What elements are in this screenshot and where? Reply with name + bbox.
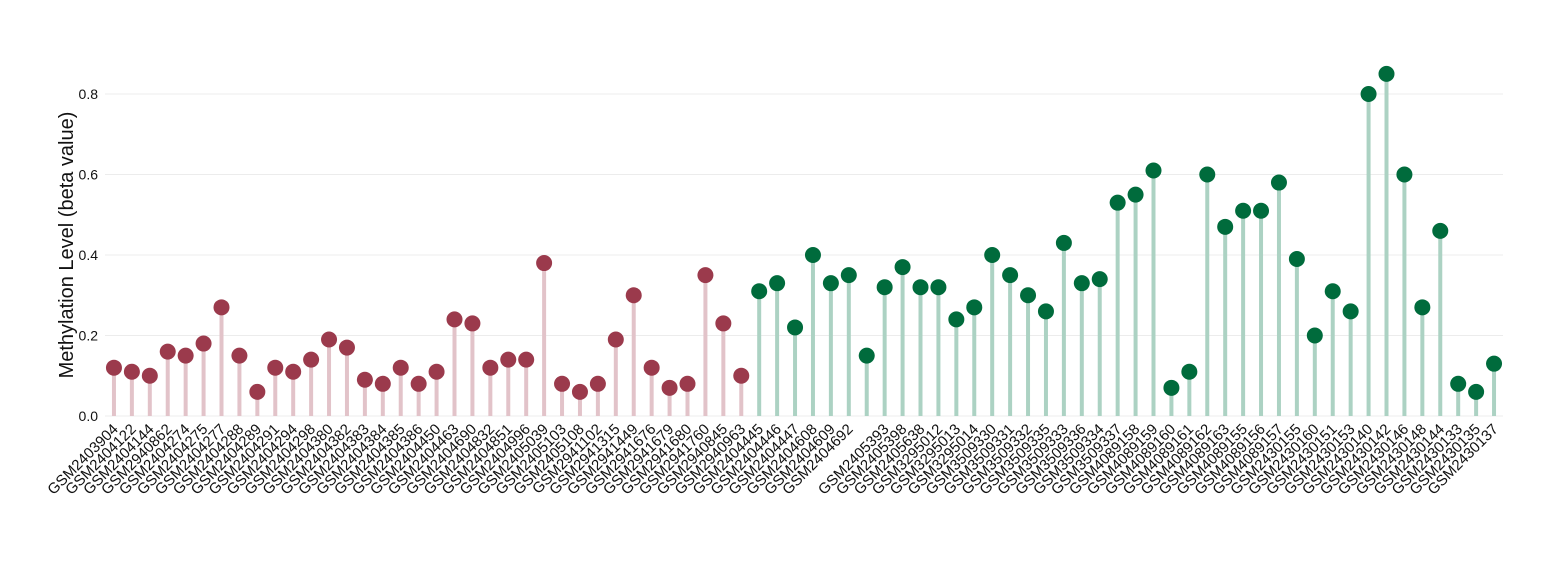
dot — [822, 275, 839, 292]
y-tick-label: 0.8 — [79, 86, 99, 102]
dot — [500, 351, 517, 368]
dot — [1360, 86, 1377, 102]
dot — [482, 359, 499, 376]
dot — [303, 351, 320, 368]
dot — [1181, 363, 1198, 380]
dot — [787, 319, 804, 336]
dot — [607, 331, 624, 348]
dot — [338, 339, 355, 356]
dot — [589, 375, 606, 392]
dot — [1127, 186, 1144, 203]
dot — [1037, 303, 1054, 320]
dot — [213, 299, 230, 316]
dot — [123, 363, 140, 380]
dot — [679, 375, 696, 392]
dot — [159, 343, 176, 360]
dot — [571, 383, 588, 400]
dot — [1288, 251, 1305, 268]
dot — [1199, 166, 1216, 183]
dot — [195, 335, 212, 352]
dot — [930, 279, 947, 296]
dot — [984, 247, 1001, 263]
dot — [285, 363, 302, 380]
dot — [966, 299, 983, 316]
dot — [1020, 287, 1037, 304]
dot — [446, 311, 463, 328]
dot — [356, 371, 373, 388]
dot — [231, 347, 248, 364]
dot — [536, 255, 553, 272]
dot — [321, 331, 338, 348]
dot — [876, 279, 893, 296]
y-tick-label: 0.2 — [79, 328, 99, 344]
dot — [1396, 166, 1413, 183]
dot — [1235, 202, 1252, 219]
dot — [661, 379, 678, 396]
dot — [1145, 162, 1162, 179]
dot — [1055, 234, 1072, 251]
dot — [554, 375, 571, 392]
dot — [715, 315, 732, 332]
dot — [1414, 299, 1431, 316]
dot — [697, 267, 714, 284]
dot — [1163, 379, 1180, 396]
dot — [769, 275, 786, 292]
dot — [625, 287, 642, 304]
dot — [912, 279, 929, 296]
dot — [1253, 202, 1270, 219]
dot — [804, 247, 821, 263]
dot — [1002, 267, 1019, 284]
dot — [1486, 355, 1503, 372]
dot — [643, 359, 660, 376]
dot — [1450, 375, 1467, 392]
dot — [894, 259, 911, 276]
dot — [428, 363, 445, 380]
dot — [1324, 283, 1341, 300]
dot — [1306, 327, 1323, 344]
dot — [1270, 174, 1287, 191]
dot — [177, 347, 194, 364]
dot — [1073, 275, 1090, 292]
y-tick-label: 0.4 — [79, 247, 99, 263]
dot — [733, 367, 750, 384]
dot — [141, 367, 158, 384]
dot — [1378, 65, 1395, 82]
dot — [948, 311, 965, 328]
dot — [1091, 271, 1108, 288]
dot — [840, 267, 857, 284]
dot — [105, 359, 122, 376]
dot — [267, 359, 284, 376]
dot — [392, 359, 409, 376]
dot — [1342, 303, 1359, 320]
dot — [858, 347, 875, 364]
dot — [1468, 383, 1485, 400]
y-tick-label: 0.6 — [79, 167, 99, 183]
y-axis-label: Methylation Level (beta value) — [56, 112, 78, 379]
dot — [249, 383, 266, 400]
y-tick-label: 0.0 — [79, 408, 99, 424]
dot — [1109, 194, 1126, 211]
dot — [751, 283, 768, 300]
dot — [518, 351, 535, 368]
dot — [410, 375, 427, 392]
dot — [464, 315, 481, 332]
dot — [1217, 218, 1234, 235]
dot — [374, 375, 391, 392]
dot — [1432, 222, 1449, 239]
